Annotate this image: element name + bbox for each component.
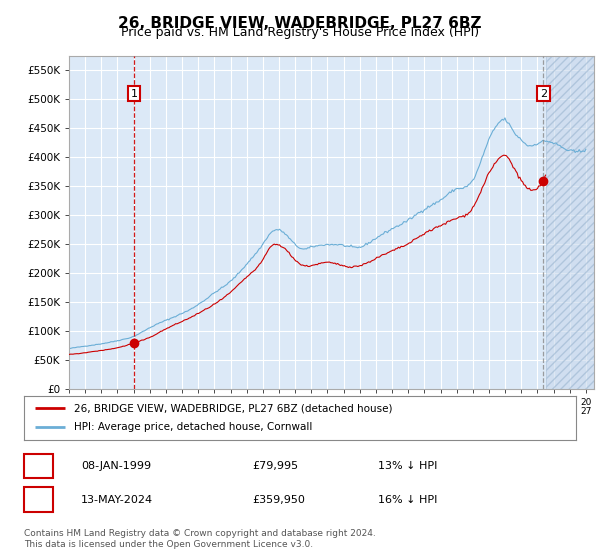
Text: 16% ↓ HPI: 16% ↓ HPI — [378, 494, 437, 505]
Text: 1: 1 — [35, 461, 42, 471]
Text: £359,950: £359,950 — [252, 494, 305, 505]
Text: 1: 1 — [131, 88, 137, 99]
Text: Contains HM Land Registry data © Crown copyright and database right 2024.
This d: Contains HM Land Registry data © Crown c… — [24, 529, 376, 549]
Text: 13-MAY-2024: 13-MAY-2024 — [81, 494, 153, 505]
Text: £79,995: £79,995 — [252, 461, 298, 471]
Text: 13% ↓ HPI: 13% ↓ HPI — [378, 461, 437, 471]
Text: HPI: Average price, detached house, Cornwall: HPI: Average price, detached house, Corn… — [74, 422, 312, 432]
Text: 26, BRIDGE VIEW, WADEBRIDGE, PL27 6BZ (detached house): 26, BRIDGE VIEW, WADEBRIDGE, PL27 6BZ (d… — [74, 403, 392, 413]
Text: 08-JAN-1999: 08-JAN-1999 — [81, 461, 151, 471]
Text: 2: 2 — [540, 88, 547, 99]
Text: 26, BRIDGE VIEW, WADEBRIDGE, PL27 6BZ: 26, BRIDGE VIEW, WADEBRIDGE, PL27 6BZ — [118, 16, 482, 31]
Text: Price paid vs. HM Land Registry's House Price Index (HPI): Price paid vs. HM Land Registry's House … — [121, 26, 479, 39]
Bar — [545, 56, 594, 389]
Text: 2: 2 — [35, 494, 42, 505]
